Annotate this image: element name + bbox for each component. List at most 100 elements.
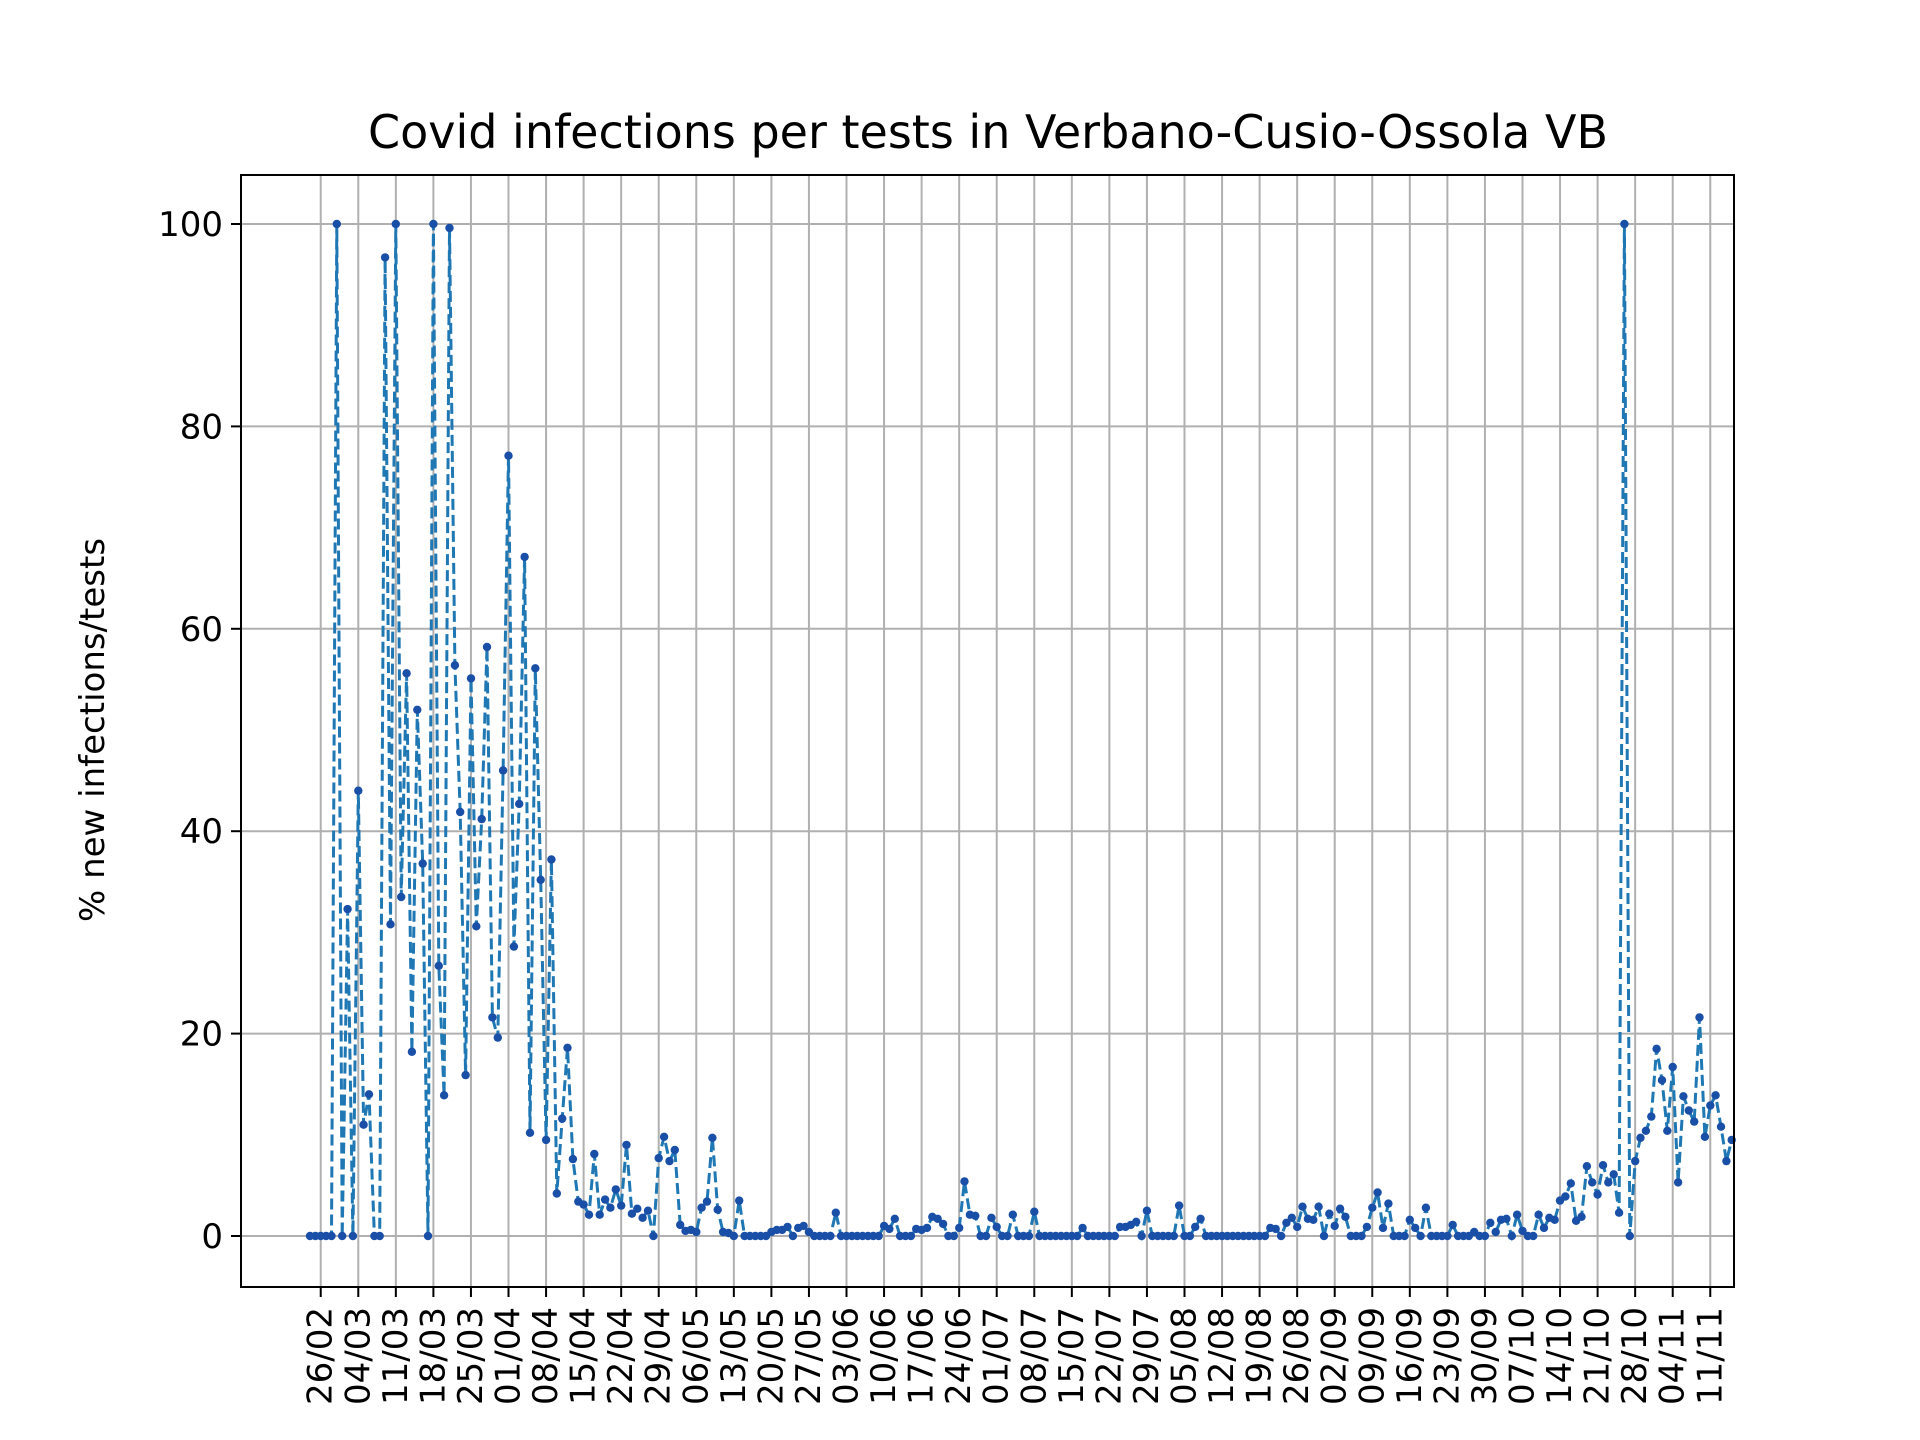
data-point <box>397 892 406 902</box>
data-point <box>1722 1156 1731 1166</box>
data-point <box>659 1132 669 1142</box>
data-point <box>439 1091 449 1100</box>
data-point <box>1507 1231 1517 1241</box>
x-tick-label: 18/03 <box>413 1307 453 1405</box>
data-point <box>595 1210 604 1219</box>
data-point <box>606 1203 615 1212</box>
data-point <box>498 766 508 775</box>
chart-title: Covid infections per tests in Verbano-Cu… <box>368 105 1608 159</box>
data-point <box>987 1213 996 1223</box>
data-point <box>627 1209 637 1218</box>
data-point <box>1684 1106 1694 1115</box>
x-tick-label: 15/07 <box>1052 1307 1092 1405</box>
data-point <box>1293 1222 1302 1232</box>
data-point <box>783 1222 792 1232</box>
data-point <box>1550 1215 1559 1225</box>
data-point <box>531 664 540 673</box>
data-point <box>536 875 545 884</box>
x-tick-label: 02/09 <box>1315 1307 1355 1405</box>
data-point <box>466 674 476 683</box>
data-point <box>1174 1201 1184 1210</box>
data-point <box>1073 1231 1082 1241</box>
data-point <box>1652 1044 1661 1054</box>
data-point <box>1341 1212 1350 1222</box>
data-point <box>386 920 395 929</box>
data-point <box>423 1231 433 1241</box>
data-point <box>434 961 443 970</box>
data-point <box>1191 1222 1200 1232</box>
x-tick-label: 14/10 <box>1540 1307 1580 1405</box>
x-tick-label: 27/05 <box>789 1307 829 1405</box>
y-tick-label: 20 <box>180 1015 223 1055</box>
x-tick-label: 01/07 <box>977 1307 1017 1405</box>
x-tick-label: 04/11 <box>1653 1307 1693 1405</box>
y-tick-label: 40 <box>180 812 223 852</box>
data-point <box>1196 1214 1205 1224</box>
y-tick-label: 100 <box>158 205 223 245</box>
data-point <box>1614 1208 1624 1217</box>
data-point <box>1411 1223 1420 1233</box>
data-point <box>933 1214 942 1224</box>
data-point <box>1325 1209 1334 1218</box>
data-point <box>643 1206 653 1215</box>
data-point <box>697 1203 706 1212</box>
data-point <box>1314 1202 1323 1211</box>
data-point <box>413 705 422 714</box>
data-point <box>692 1227 701 1237</box>
data-point <box>1276 1231 1286 1241</box>
x-tick-label: 24/06 <box>939 1307 979 1405</box>
data-point <box>520 552 529 562</box>
data-point <box>1706 1101 1715 1110</box>
x-tick-label: 10/06 <box>864 1307 904 1405</box>
data-point <box>541 1135 551 1145</box>
data-point <box>1716 1122 1726 1131</box>
data-point <box>1491 1227 1500 1237</box>
data-point <box>1695 1013 1704 1022</box>
data-point <box>1486 1218 1495 1228</box>
y-tick-label: 0 <box>201 1217 223 1257</box>
data-point <box>1384 1199 1393 1208</box>
y-tick-label: 80 <box>180 407 223 447</box>
data-point <box>1030 1207 1039 1216</box>
data-point <box>1679 1092 1688 1101</box>
data-point <box>1137 1231 1146 1241</box>
data-point <box>1421 1203 1431 1212</box>
data-point <box>617 1201 626 1210</box>
data-point <box>1078 1223 1087 1233</box>
x-tick-label: 05/08 <box>1164 1307 1204 1405</box>
data-point <box>960 1177 969 1186</box>
data-point <box>1132 1217 1141 1227</box>
data-point <box>472 922 481 931</box>
data-point <box>1008 1210 1017 1219</box>
data-point <box>665 1156 674 1166</box>
data-point <box>735 1196 744 1205</box>
x-tick-label: 08/04 <box>526 1307 566 1405</box>
data-point <box>525 1128 535 1138</box>
data-point <box>702 1197 712 1206</box>
data-point <box>1636 1133 1645 1143</box>
x-tick-label: 06/05 <box>676 1307 716 1405</box>
data-point <box>558 1114 567 1123</box>
x-tick-label: 09/09 <box>1352 1307 1392 1405</box>
data-point <box>1405 1215 1415 1225</box>
data-point <box>1663 1126 1672 1136</box>
data-point <box>1169 1231 1179 1241</box>
data-point <box>1593 1190 1602 1199</box>
data-point <box>906 1231 916 1241</box>
x-tick-label: 11/11 <box>1690 1307 1730 1405</box>
data-point <box>1373 1188 1382 1197</box>
data-point <box>729 1231 738 1241</box>
data-point <box>874 1231 883 1241</box>
data-point <box>1641 1126 1651 1136</box>
data-point <box>708 1133 717 1143</box>
data-point <box>1282 1218 1291 1228</box>
data-point <box>955 1223 964 1233</box>
data-point <box>364 1090 374 1099</box>
x-tick-label: 15/04 <box>564 1307 604 1405</box>
data-point <box>971 1211 980 1221</box>
data-point <box>445 223 454 233</box>
data-point <box>1512 1210 1522 1219</box>
data-point <box>552 1189 561 1198</box>
data-point <box>1668 1062 1677 1072</box>
data-point <box>477 814 486 824</box>
